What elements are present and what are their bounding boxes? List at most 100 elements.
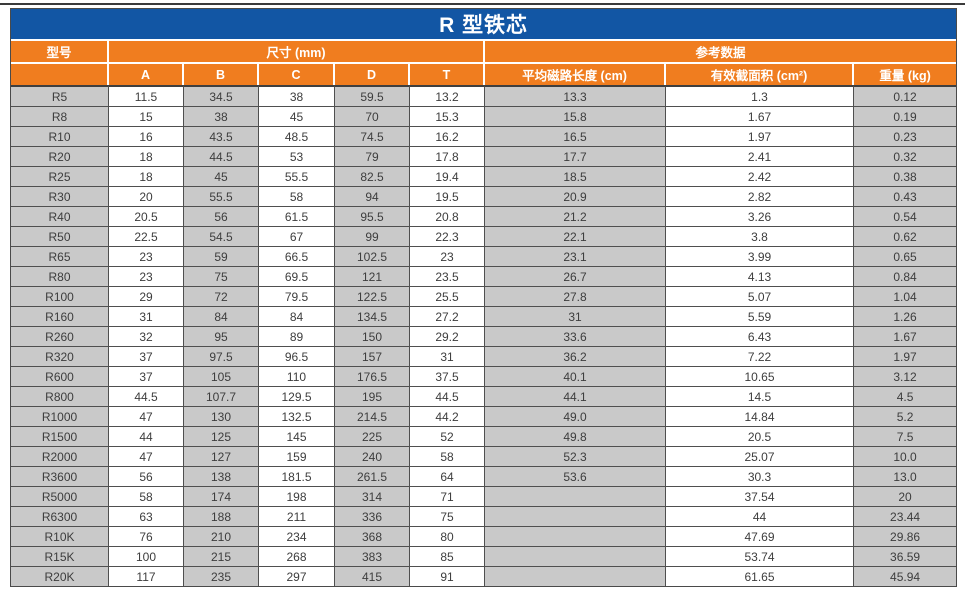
value-cell: 19.4 bbox=[410, 167, 485, 187]
value-cell: 214.5 bbox=[335, 407, 410, 427]
value-cell: 198 bbox=[259, 487, 335, 507]
value-cell: 5.2 bbox=[854, 407, 957, 427]
model-cell: R10 bbox=[11, 127, 109, 147]
value-cell: 159 bbox=[259, 447, 335, 467]
value-cell: 132.5 bbox=[259, 407, 335, 427]
table-row: R40 20.5 56 61.5 95.5 20.8 21.2 3.26 0.54 bbox=[11, 207, 957, 227]
value-cell: 13.0 bbox=[854, 467, 957, 487]
table-row: R100 29 72 79.5 122.5 25.5 27.8 5.07 1.04 bbox=[11, 287, 957, 307]
value-cell: 211 bbox=[259, 507, 335, 527]
value-cell: 16.2 bbox=[410, 127, 485, 147]
value-cell: 34.5 bbox=[184, 85, 259, 107]
value-cell: 74.5 bbox=[335, 127, 410, 147]
value-cell: 55.5 bbox=[184, 187, 259, 207]
model-cell: R8 bbox=[11, 107, 109, 127]
group-header-row: 型号 尺寸 (mm) 参考数据 bbox=[11, 41, 957, 64]
model-cell: R320 bbox=[11, 347, 109, 367]
value-cell: 20 bbox=[109, 187, 184, 207]
table-row: R50 22.5 54.5 67 99 22.3 22.1 3.8 0.62 bbox=[11, 227, 957, 247]
value-cell: 14.84 bbox=[666, 407, 854, 427]
value-cell: 85 bbox=[410, 547, 485, 567]
column-header-magnetic-path-length: 平均磁路长度 (cm) bbox=[485, 64, 666, 85]
value-cell: 110 bbox=[259, 367, 335, 387]
value-cell: 64 bbox=[410, 467, 485, 487]
value-cell: 3.99 bbox=[666, 247, 854, 267]
table-row: R80 23 75 69.5 121 23.5 26.7 4.13 0.84 bbox=[11, 267, 957, 287]
table-row: R6300 63 188 211 336 75 44 23.44 bbox=[11, 507, 957, 527]
value-cell: 17.7 bbox=[485, 147, 666, 167]
value-cell: 38 bbox=[259, 85, 335, 107]
model-cell: R800 bbox=[11, 387, 109, 407]
core-spec-table-wrapper: R 型铁芯 型号 尺寸 (mm) 参考数据 A B C D T 平均磁路长度 (… bbox=[10, 8, 957, 587]
column-header-spacer bbox=[11, 64, 109, 85]
value-cell: 22.3 bbox=[410, 227, 485, 247]
value-cell: 3.12 bbox=[854, 367, 957, 387]
value-cell: 10.0 bbox=[854, 447, 957, 467]
value-cell: 16.5 bbox=[485, 127, 666, 147]
value-cell: 22.1 bbox=[485, 227, 666, 247]
value-cell bbox=[485, 547, 666, 567]
value-cell: 29.2 bbox=[410, 327, 485, 347]
value-cell: 157 bbox=[335, 347, 410, 367]
value-cell: 13.2 bbox=[410, 85, 485, 107]
value-cell: 38 bbox=[184, 107, 259, 127]
model-cell: R5000 bbox=[11, 487, 109, 507]
value-cell: 415 bbox=[335, 567, 410, 586]
model-cell: R20K bbox=[11, 567, 109, 586]
value-cell: 47 bbox=[109, 447, 184, 467]
value-cell: 25.07 bbox=[666, 447, 854, 467]
value-cell: 95 bbox=[184, 327, 259, 347]
value-cell: 96.5 bbox=[259, 347, 335, 367]
value-cell: 52.3 bbox=[485, 447, 666, 467]
value-cell: 6.43 bbox=[666, 327, 854, 347]
value-cell: 80 bbox=[410, 527, 485, 547]
value-cell: 336 bbox=[335, 507, 410, 527]
value-cell: 0.23 bbox=[854, 127, 957, 147]
value-cell: 44.2 bbox=[410, 407, 485, 427]
value-cell: 11.5 bbox=[109, 85, 184, 107]
value-cell: 72 bbox=[184, 287, 259, 307]
value-cell: 82.5 bbox=[335, 167, 410, 187]
table-title: R 型铁芯 bbox=[11, 9, 957, 41]
table-row: R600 37 105 110 176.5 37.5 40.1 10.65 3.12 bbox=[11, 367, 957, 387]
column-header-weight: 重量 (kg) bbox=[854, 64, 957, 85]
value-cell: 95.5 bbox=[335, 207, 410, 227]
table-row: R10K 76 210 234 368 80 47.69 29.86 bbox=[11, 527, 957, 547]
value-cell: 27.2 bbox=[410, 307, 485, 327]
value-cell: 37.54 bbox=[666, 487, 854, 507]
value-cell: 59.5 bbox=[335, 85, 410, 107]
value-cell: 13.3 bbox=[485, 85, 666, 107]
table-row: R25 18 45 55.5 82.5 19.4 18.5 2.42 0.38 bbox=[11, 167, 957, 187]
value-cell: 79.5 bbox=[259, 287, 335, 307]
column-header-model: 型号 bbox=[11, 41, 109, 64]
value-cell: 76 bbox=[109, 527, 184, 547]
value-cell: 49.0 bbox=[485, 407, 666, 427]
model-cell: R25 bbox=[11, 167, 109, 187]
table-row: R3600 56 138 181.5 261.5 64 53.6 30.3 13.0 bbox=[11, 467, 957, 487]
value-cell: 37 bbox=[109, 367, 184, 387]
value-cell: 5.59 bbox=[666, 307, 854, 327]
model-cell: R40 bbox=[11, 207, 109, 227]
value-cell: 5.07 bbox=[666, 287, 854, 307]
value-cell: 1.97 bbox=[666, 127, 854, 147]
value-cell: 26.7 bbox=[485, 267, 666, 287]
model-cell: R80 bbox=[11, 267, 109, 287]
value-cell: 48.5 bbox=[259, 127, 335, 147]
model-cell: R3600 bbox=[11, 467, 109, 487]
value-cell: 240 bbox=[335, 447, 410, 467]
value-cell: 67 bbox=[259, 227, 335, 247]
value-cell: 368 bbox=[335, 527, 410, 547]
column-header-c: C bbox=[259, 64, 335, 85]
value-cell: 29.86 bbox=[854, 527, 957, 547]
value-cell: 20.5 bbox=[666, 427, 854, 447]
value-cell: 79 bbox=[335, 147, 410, 167]
table-row: R5000 58 174 198 314 71 37.54 20 bbox=[11, 487, 957, 507]
value-cell: 234 bbox=[259, 527, 335, 547]
value-cell: 122.5 bbox=[335, 287, 410, 307]
value-cell: 66.5 bbox=[259, 247, 335, 267]
table-row: R800 44.5 107.7 129.5 195 44.5 44.1 14.5 4.5 bbox=[11, 387, 957, 407]
table-row: R65 23 59 66.5 102.5 23 23.1 3.99 0.65 bbox=[11, 247, 957, 267]
model-cell: R260 bbox=[11, 327, 109, 347]
model-cell: R10K bbox=[11, 527, 109, 547]
value-cell: 18 bbox=[109, 147, 184, 167]
